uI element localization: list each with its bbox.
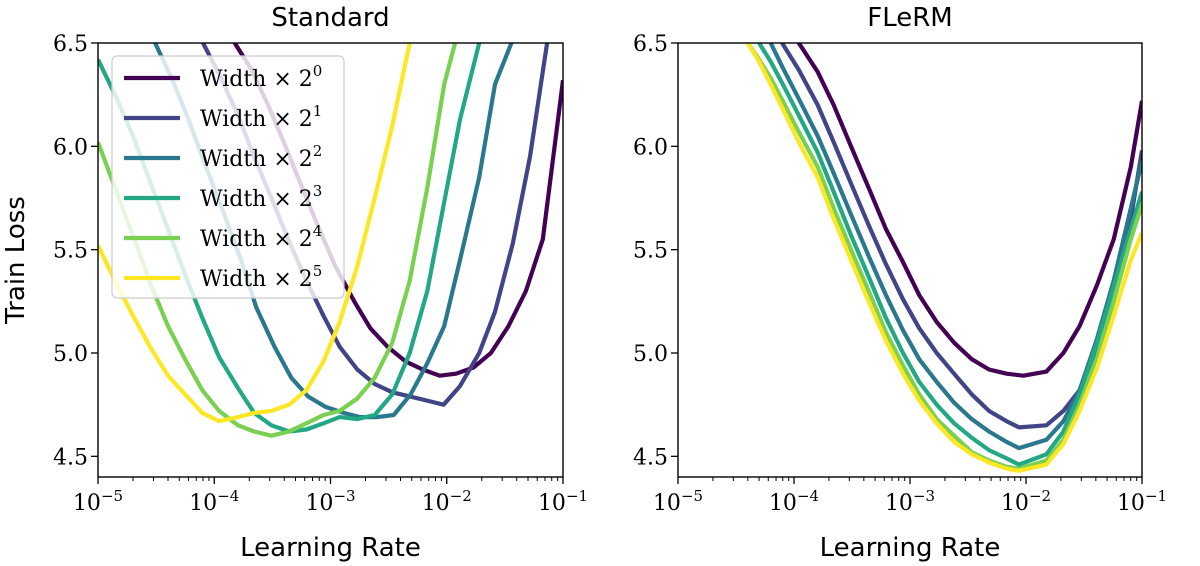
series-line-width-2-5 <box>98 43 412 424</box>
series-line-width-2-0 <box>796 43 1142 378</box>
legend-label: Width × 25 <box>200 262 322 292</box>
series-line-width-2-4 <box>746 43 1142 471</box>
legend-box <box>111 55 345 299</box>
x-tick-label: 10−2 <box>1001 487 1051 516</box>
y-tick-label: 5.5 <box>53 239 88 264</box>
legend-item: Width × 20 <box>124 62 322 92</box>
y-tick-label: 5.5 <box>633 239 668 264</box>
x-tick-label: 10−3 <box>305 487 355 516</box>
y-tick-label: 4.5 <box>53 445 88 470</box>
x-tick-label: 10−3 <box>885 487 935 516</box>
y-tick-label: 6.5 <box>633 32 668 57</box>
legend-item: Width × 24 <box>124 222 322 252</box>
y-tick-label: 4.5 <box>633 445 668 470</box>
subplot-1: 4.5 5.0 5.5 6.0 6.5 10−5 10−4 10−3 10−2 10−1 Stand… <box>1 3 588 563</box>
legend-item: Width × 23 <box>124 182 322 212</box>
y-tick-label: 6.0 <box>633 135 668 160</box>
legend-label: Width × 23 <box>200 182 322 212</box>
subplot-title: Standard <box>271 3 389 33</box>
legend-label: Width × 24 <box>200 222 322 252</box>
series-line-width-2-3 <box>757 43 1142 467</box>
series-line-width-2-4 <box>98 43 458 438</box>
x-axis-label: Learning Rate <box>820 533 1001 563</box>
legend-label: Width × 20 <box>200 62 322 92</box>
x-tick-label: 10−1 <box>538 487 588 516</box>
x-tick-label: 10−5 <box>653 487 703 516</box>
x-tick-label: 10−1 <box>1117 487 1167 516</box>
x-axis-label: Learning Rate <box>240 533 421 563</box>
legend-item: Width × 21 <box>124 102 322 132</box>
series-group <box>746 43 1142 473</box>
legend: Width × 20 Width × 21 Width × 22 Width × 23… <box>111 55 345 299</box>
y-tick-label: 6.0 <box>53 135 88 160</box>
y-tick-label: 6.5 <box>53 32 88 57</box>
x-tick-label: 10−2 <box>422 487 472 516</box>
x-tick-label: 10−4 <box>769 487 819 516</box>
y-tick-label: 5.0 <box>53 342 88 367</box>
x-tick-label: 10−5 <box>73 487 123 516</box>
legend-label: Width × 22 <box>200 142 322 172</box>
series-line-width-2-5 <box>746 43 1142 473</box>
subplot-title: FLeRM <box>867 3 952 33</box>
legend-item: Width × 25 <box>124 262 322 292</box>
legend-label: Width × 21 <box>200 102 322 132</box>
legend-item: Width × 22 <box>124 142 322 172</box>
y-tick-label: 5.0 <box>633 342 668 367</box>
subplot-2: 4.5 5.0 5.5 6.0 6.5 10−5 10−4 10−3 10−2 10−1 FLeRM… <box>633 3 1167 563</box>
y-axis-label: Train Loss <box>1 196 31 325</box>
x-tick-label: 10−4 <box>189 487 239 516</box>
